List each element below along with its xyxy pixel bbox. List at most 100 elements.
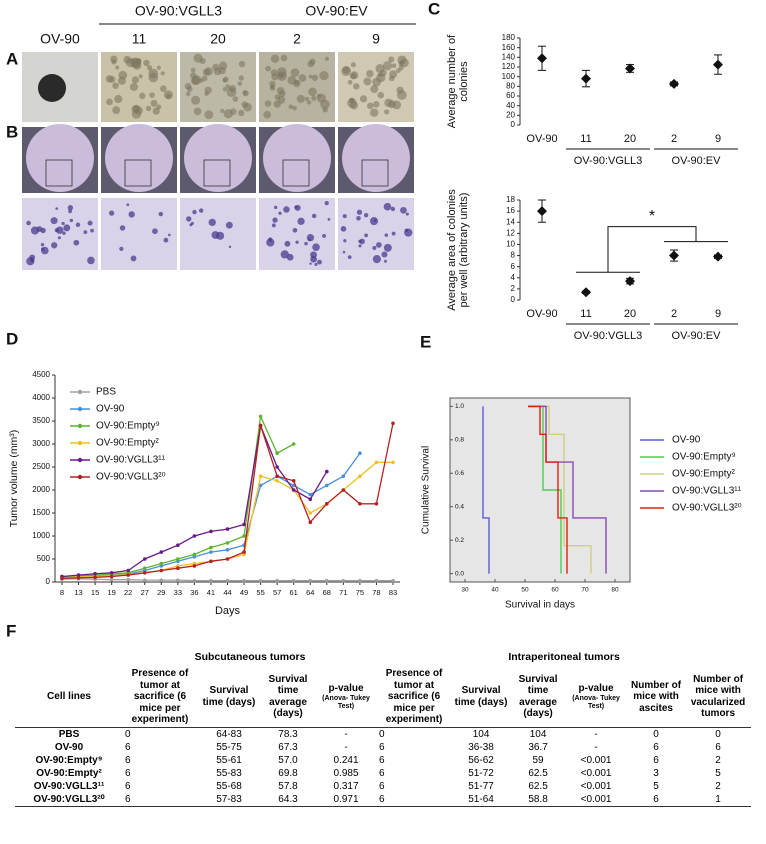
- colony-dot: [311, 213, 317, 219]
- colony-dot: [383, 243, 392, 252]
- data-point: [76, 576, 81, 580]
- table-cell: 69.8: [278, 767, 298, 779]
- data-point: [275, 474, 279, 479]
- colony: [237, 81, 243, 86]
- data-point: [358, 502, 362, 506]
- colony: [263, 110, 272, 119]
- photo-group-label: OV-90:VGLL3: [135, 3, 222, 19]
- photo-column-label: 2: [293, 31, 301, 47]
- colony-dot: [36, 226, 43, 232]
- colony-dot: [54, 228, 59, 233]
- colony: [296, 94, 305, 104]
- table-cell: <0.001: [580, 767, 612, 779]
- colony-dot: [342, 214, 347, 219]
- colony: [304, 96, 309, 101]
- legend-marker: [77, 440, 83, 446]
- zoom-box: [124, 159, 152, 187]
- y-tick-label: 6: [511, 262, 516, 271]
- data-point: [391, 421, 395, 426]
- colony-dot: [342, 250, 346, 254]
- table-cell: 6: [627, 792, 686, 807]
- data-point: [275, 465, 279, 469]
- colony-dot: [56, 226, 64, 234]
- data-point: [669, 78, 679, 89]
- colony-dot: [284, 240, 291, 247]
- data-point: [242, 550, 246, 554]
- x-tick-label: 55: [256, 588, 264, 597]
- spheroid: [38, 74, 66, 102]
- colony: [223, 109, 233, 119]
- data-point: [358, 474, 362, 479]
- zoom-box: [45, 159, 73, 187]
- data-point: [225, 527, 230, 531]
- colony-dot: [391, 231, 396, 236]
- table-cell: 6: [125, 754, 131, 766]
- data-point: [93, 571, 97, 576]
- colony-dot: [297, 217, 305, 225]
- colony-dot: [73, 239, 80, 246]
- table-cell: 0.985: [333, 767, 359, 779]
- colony: [311, 95, 317, 101]
- cell-line: PBS: [58, 728, 80, 740]
- data-point: [275, 479, 279, 483]
- data-point: [341, 488, 346, 492]
- column-label: Presence of tumor at sacrifice (6 mice p…: [131, 668, 189, 726]
- table-row: OV-90:VGLL3²⁰ 6 57-83 64.3 0.971 6 51-64 58.8 <0…: [15, 792, 752, 807]
- colony-dot: [280, 250, 289, 259]
- colony: [145, 105, 152, 112]
- colony: [397, 55, 407, 65]
- colony: [160, 71, 165, 76]
- colony: [308, 74, 313, 79]
- data-point: [142, 571, 147, 575]
- colony: [347, 79, 353, 85]
- colony-dot: [211, 231, 220, 239]
- colony: [191, 95, 201, 105]
- legend-marker: [77, 423, 83, 429]
- colony-dot: [343, 239, 347, 243]
- table-cell: 1: [685, 792, 752, 807]
- table-row: OV-90 6 55-75 67.3 - 6 36-38 36.7 - 6 6: [15, 741, 751, 754]
- colony-dot: [83, 230, 88, 235]
- y-tick-label: 1.0: [455, 403, 464, 410]
- colony-dot: [50, 217, 58, 225]
- colony: [270, 84, 275, 89]
- colony: [108, 76, 116, 83]
- colony: [298, 74, 307, 82]
- x-tick-label: 60: [551, 587, 559, 594]
- colony-dot: [384, 233, 389, 237]
- data-point: [192, 578, 197, 583]
- well: [263, 124, 331, 192]
- table-cell: 59: [532, 754, 544, 766]
- x-tick-label: 36: [190, 588, 198, 597]
- colony: [189, 72, 197, 80]
- x-tick-label: 22: [124, 588, 132, 597]
- legend-label: OV-90:Empty⁹: [672, 452, 736, 463]
- data-point: [391, 460, 395, 465]
- colony: [222, 87, 228, 92]
- colony-dot: [383, 202, 392, 211]
- x-tick-label: 44: [223, 588, 231, 597]
- table-cell: -: [594, 728, 598, 740]
- colony-dot: [309, 262, 312, 265]
- y-tick-label: 500: [37, 554, 51, 563]
- data-point: [258, 483, 263, 488]
- colony-dot: [364, 233, 368, 238]
- colony: [106, 98, 113, 106]
- x-tick-label: 30: [461, 587, 469, 594]
- y-tick-label: 18: [506, 195, 515, 204]
- y-tick-label: 16: [506, 206, 515, 215]
- colony-dot: [41, 246, 49, 255]
- colony-dot: [51, 242, 58, 249]
- zoom-box: [282, 159, 310, 187]
- data-point: [358, 578, 362, 583]
- colony: [388, 56, 395, 63]
- data-point: [126, 577, 130, 582]
- colony: [309, 58, 316, 66]
- data-point: [126, 573, 130, 577]
- data-point: [537, 206, 547, 217]
- data-point: [275, 578, 279, 583]
- x-tick-label: 49: [240, 588, 248, 597]
- data-point: [209, 545, 213, 550]
- colony-dot: [400, 206, 407, 214]
- table-row: OV-90:Empty⁹ 6 55-61 57.0 0.241 6 56-62 59 <0.00…: [15, 754, 751, 767]
